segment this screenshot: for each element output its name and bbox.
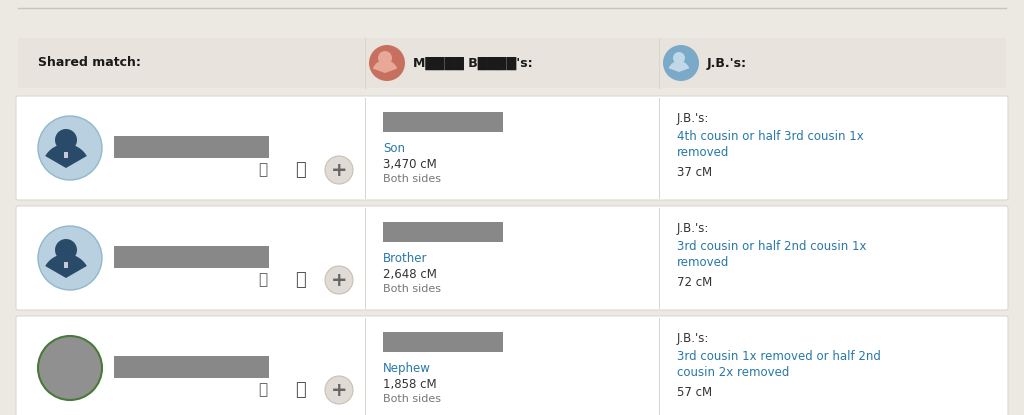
Circle shape (38, 336, 102, 400)
Circle shape (378, 51, 392, 65)
FancyBboxPatch shape (16, 206, 1008, 310)
Text: 👥: 👥 (258, 163, 267, 178)
Bar (63, 262, 68, 268)
Bar (18, 38, 1006, 88)
Text: M████ B████'s:: M████ B████'s: (413, 56, 532, 70)
Circle shape (55, 129, 77, 151)
Text: +: + (331, 381, 347, 400)
Wedge shape (373, 60, 397, 73)
Text: 👥: 👥 (258, 273, 267, 288)
Text: Brother: Brother (383, 252, 427, 265)
Text: Both sides: Both sides (383, 394, 441, 404)
Circle shape (38, 226, 102, 290)
Circle shape (38, 116, 102, 180)
Text: 37 cM: 37 cM (677, 166, 712, 179)
Circle shape (673, 52, 685, 64)
Circle shape (663, 45, 699, 81)
Text: +: + (331, 271, 347, 290)
Text: cousin 2x removed: cousin 2x removed (677, 366, 790, 379)
Bar (63, 152, 68, 158)
Bar (114, 356, 269, 378)
Text: 3,470 cM: 3,470 cM (383, 158, 437, 171)
Text: Nephew: Nephew (383, 362, 431, 375)
Circle shape (325, 266, 353, 294)
Bar (383, 112, 503, 132)
Circle shape (325, 156, 353, 184)
Wedge shape (45, 254, 87, 278)
Bar (114, 136, 269, 158)
Circle shape (325, 376, 353, 404)
Wedge shape (669, 61, 689, 72)
Text: +: + (331, 161, 347, 180)
Text: 👥: 👥 (258, 383, 267, 398)
Text: removed: removed (677, 256, 729, 269)
Text: Both sides: Both sides (383, 174, 441, 184)
Text: 57 cM: 57 cM (677, 386, 712, 399)
Wedge shape (45, 144, 87, 168)
Text: Shared match:: Shared match: (38, 56, 141, 69)
FancyBboxPatch shape (16, 96, 1008, 200)
Text: removed: removed (677, 146, 729, 159)
Text: 3rd cousin 1x removed or half 2nd: 3rd cousin 1x removed or half 2nd (677, 350, 881, 363)
Text: 4th cousin or half 3rd cousin 1x: 4th cousin or half 3rd cousin 1x (677, 130, 864, 143)
Bar (383, 332, 503, 352)
Bar (114, 246, 269, 268)
Text: ⑂: ⑂ (296, 271, 306, 289)
Text: J.B.'s:: J.B.'s: (677, 332, 710, 345)
Circle shape (369, 45, 406, 81)
Text: 2,648 cM: 2,648 cM (383, 268, 437, 281)
Text: 3rd cousin or half 2nd cousin 1x: 3rd cousin or half 2nd cousin 1x (677, 240, 866, 253)
Circle shape (55, 239, 77, 261)
Text: J.B.'s:: J.B.'s: (677, 222, 710, 235)
Text: Son: Son (383, 142, 406, 155)
Text: ⑂: ⑂ (296, 381, 306, 399)
Text: 1,858 cM: 1,858 cM (383, 378, 436, 391)
Text: Both sides: Both sides (383, 284, 441, 294)
Text: ⑂: ⑂ (296, 161, 306, 179)
Text: J.B.'s:: J.B.'s: (707, 56, 746, 69)
Text: J.B.'s:: J.B.'s: (677, 112, 710, 125)
Bar (383, 222, 503, 242)
FancyBboxPatch shape (16, 316, 1008, 415)
Text: 72 cM: 72 cM (677, 276, 713, 289)
